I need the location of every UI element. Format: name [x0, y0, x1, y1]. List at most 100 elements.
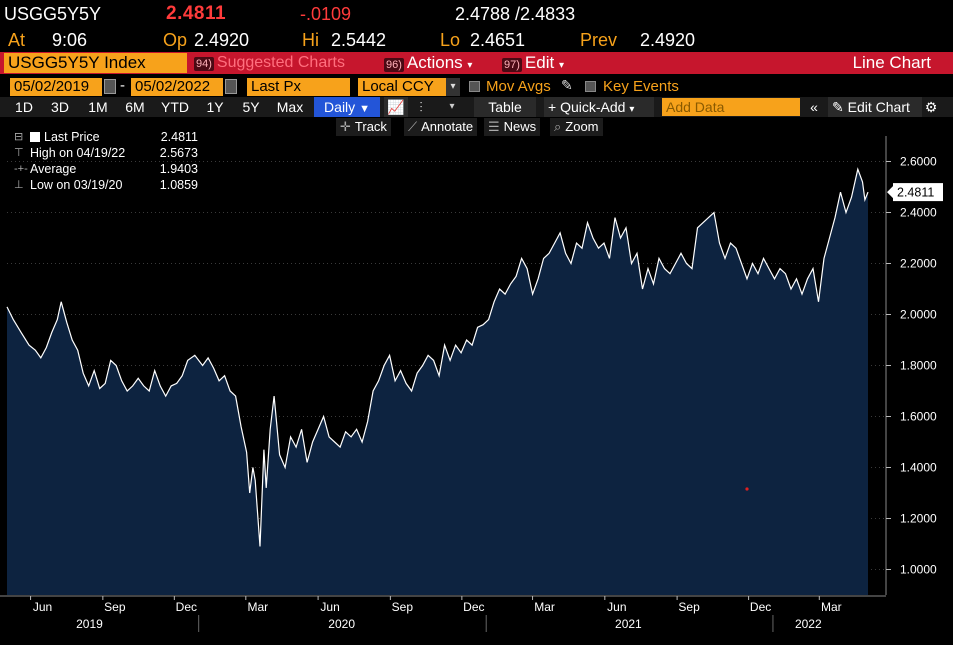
screen-title: Line Chart	[852, 53, 931, 72]
gear-icon[interactable]: ⚙	[924, 99, 938, 115]
start-calendar-icon[interactable]	[104, 79, 116, 94]
period-bar: 1D 3D 1M 6M YTD 1Y 5Y Max Daily ▼ 📈 ⫶ ▾ …	[0, 97, 953, 117]
low-label: Lo	[440, 30, 461, 50]
currency-select[interactable]: Local CCY	[358, 78, 446, 96]
last-price: 2.4811	[166, 3, 227, 24]
x-month-label: Mar	[247, 600, 268, 614]
currency-dropdown-icon[interactable]: ▾	[446, 78, 460, 96]
last-value-pointer	[887, 186, 893, 199]
net-change: -.0109	[300, 4, 352, 24]
price-line	[6, 167, 869, 547]
x-month-label: Dec	[176, 600, 197, 614]
y-tick-label: 2.2000	[900, 257, 937, 271]
mov-avgs-checkbox[interactable]	[469, 81, 480, 92]
y-tick-label: 1.4000	[900, 461, 937, 475]
bid-ask: 2.4788 /2.4833	[455, 4, 576, 24]
key-events-label: Key Events	[603, 78, 679, 95]
low-value: 2.4651	[470, 30, 526, 50]
x-year-label: 2021	[615, 617, 642, 631]
open-label: Op	[163, 30, 188, 50]
frequency-caret-icon: ▼	[359, 103, 370, 115]
pencil-icon[interactable]: ✎	[561, 77, 573, 93]
y-tick-label: 2.6000	[900, 155, 937, 169]
x-month-label: Mar	[534, 600, 555, 614]
period-max[interactable]: Max	[276, 99, 304, 115]
legend-average-value: 1.9403	[159, 162, 198, 176]
period-1y[interactable]: 1Y	[206, 99, 224, 115]
news-icon: ☰	[488, 119, 500, 134]
suggested-num: 94)	[194, 57, 214, 71]
quote-header-row: USGG5Y5Y 2.4811 -.0109 2.4788 /2.4833	[0, 0, 953, 28]
price-area	[7, 169, 868, 595]
x-year-label: 2022	[795, 617, 822, 631]
suggested-charts-button[interactable]: 94) Suggested Charts	[194, 52, 345, 74]
legend-high: ⊤ High on 04/19/22 2.5673	[14, 145, 198, 161]
average-marker-icon: -+-	[14, 163, 28, 175]
x-year-label: 2019	[76, 617, 103, 631]
open-value: 2.4920	[194, 30, 250, 50]
x-month-label: Dec	[463, 600, 484, 614]
actions-menu[interactable]: 96) Actions ▾	[384, 52, 472, 74]
y-tick-label: 2.4000	[900, 206, 937, 220]
legend-collapse-icon[interactable]: ⊟	[14, 131, 24, 143]
date-separator: -	[120, 77, 125, 94]
annotate-button[interactable]: ⟋ Annotate	[404, 118, 478, 136]
quote-stats-row: At 9:06 Op 2.4920 Hi 2.5442 Lo 2.4651 Pr…	[0, 28, 953, 52]
frequency-select[interactable]: Daily ▼	[314, 97, 380, 117]
period-ytd[interactable]: YTD	[161, 99, 189, 115]
marker-dot	[745, 487, 749, 491]
annotate-icon: ⟋	[408, 119, 418, 134]
key-events-checkbox[interactable]	[585, 81, 596, 92]
collapse-icon[interactable]: «	[810, 99, 818, 115]
period-3d[interactable]: 3D	[51, 99, 69, 115]
zoom-button[interactable]: ⌕ Zoom	[550, 118, 603, 136]
end-date-input[interactable]: 05/02/2022	[131, 78, 223, 96]
add-data-input[interactable]: Add Data	[662, 98, 800, 116]
field-select[interactable]: Last Px	[247, 78, 350, 96]
period-6m[interactable]: 6M	[125, 99, 145, 115]
period-5y[interactable]: 5Y	[242, 99, 260, 115]
edit-menu[interactable]: 97) Edit ▾	[502, 52, 564, 74]
legend-last-price: ⊟ Last Price 2.4811	[14, 129, 198, 145]
edit-caret-icon: ▾	[558, 60, 564, 71]
news-button[interactable]: ☰ News	[484, 118, 541, 136]
line-chart-icon[interactable]: 📈	[384, 97, 408, 117]
period-1d[interactable]: 1D	[15, 99, 33, 115]
edit-chart-button[interactable]: ✎ Edit Chart	[828, 97, 922, 117]
prev-value: 2.4920	[640, 30, 696, 50]
quick-add-button[interactable]: + Quick-Add ▾	[544, 97, 654, 117]
edit-label: Edit	[524, 53, 555, 72]
track-label: Track	[354, 119, 387, 134]
legend-average: -+- Average 1.9403	[14, 161, 198, 177]
track-button[interactable]: ✛ Track	[336, 118, 391, 136]
style-dropdown-icon[interactable]: ▾	[449, 101, 455, 112]
range-bar: 05/02/2019 - 05/02/2022 Last Px Local CC…	[0, 76, 953, 98]
high-value: 2.5442	[331, 30, 387, 50]
crosshair-icon: ✛	[340, 119, 351, 134]
x-axis: Jun Sep Dec Mar Jun Sep Dec Mar Jun Sep Dec Mar 2019…	[0, 595, 886, 632]
security-input[interactable]: USGG5Y5Y Index	[4, 53, 187, 73]
ticker-symbol: USGG5Y5Y	[4, 4, 102, 24]
zoom-icon: ⌕	[554, 119, 562, 134]
x-month-label: Jun	[33, 600, 52, 614]
y-tick-label: 1.2000	[900, 512, 937, 526]
end-calendar-icon[interactable]	[225, 79, 237, 94]
legend-high-label: High on 04/19/22	[30, 146, 126, 160]
period-1m[interactable]: 1M	[88, 99, 108, 115]
mov-avgs-label: Mov Avgs	[486, 78, 551, 95]
white-swatch-icon	[30, 132, 40, 142]
y-tick-label: 1.8000	[900, 359, 937, 373]
x-month-label: Jun	[320, 600, 339, 614]
quick-add-caret-icon: ▾	[629, 104, 635, 115]
news-label: News	[503, 119, 537, 134]
legend-high-value: 2.5673	[159, 146, 198, 160]
actions-label: Actions	[406, 53, 463, 72]
table-button[interactable]: Table	[474, 97, 536, 117]
annotate-label: Annotate	[421, 119, 474, 134]
command-bar: USGG5Y5Y Index 94) Suggested Charts 96) Ac…	[0, 52, 953, 74]
start-date-input[interactable]: 05/02/2019	[10, 78, 102, 96]
high-marker-icon: ⊤	[14, 147, 24, 159]
bar-style-icon[interactable]: ⫶	[419, 99, 423, 115]
x-month-label: Dec	[750, 600, 771, 614]
